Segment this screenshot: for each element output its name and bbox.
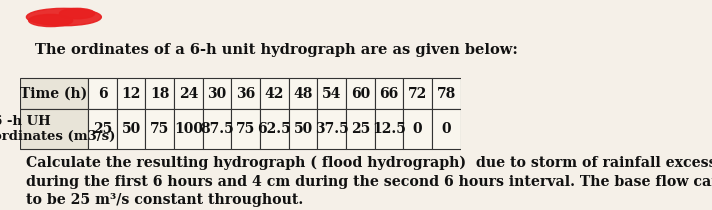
- Text: 0: 0: [413, 122, 422, 136]
- FancyBboxPatch shape: [231, 109, 260, 149]
- FancyBboxPatch shape: [117, 109, 145, 149]
- FancyBboxPatch shape: [403, 78, 432, 109]
- FancyBboxPatch shape: [20, 109, 88, 149]
- Text: 6: 6: [98, 87, 108, 101]
- Text: 75: 75: [150, 122, 169, 136]
- Text: 78: 78: [436, 87, 456, 101]
- FancyBboxPatch shape: [117, 78, 145, 109]
- Text: 12: 12: [122, 87, 141, 101]
- Text: Time (h): Time (h): [21, 87, 88, 101]
- Text: 6 -h UH
ordinates (m3/s): 6 -h UH ordinates (m3/s): [0, 115, 115, 143]
- FancyBboxPatch shape: [403, 109, 432, 149]
- Text: 50: 50: [122, 122, 141, 136]
- FancyBboxPatch shape: [20, 78, 88, 109]
- FancyBboxPatch shape: [145, 109, 174, 149]
- FancyBboxPatch shape: [432, 78, 461, 109]
- FancyBboxPatch shape: [203, 109, 231, 149]
- FancyBboxPatch shape: [260, 109, 288, 149]
- FancyBboxPatch shape: [346, 78, 375, 109]
- FancyBboxPatch shape: [145, 78, 174, 109]
- Ellipse shape: [60, 8, 95, 19]
- Text: The ordinates of a 6-h unit hydrograph are as given below:: The ordinates of a 6-h unit hydrograph a…: [35, 43, 518, 57]
- FancyBboxPatch shape: [288, 78, 318, 109]
- FancyBboxPatch shape: [288, 109, 318, 149]
- Text: 50: 50: [293, 122, 313, 136]
- FancyBboxPatch shape: [318, 78, 346, 109]
- Ellipse shape: [28, 14, 73, 27]
- Text: 54: 54: [322, 87, 341, 101]
- FancyBboxPatch shape: [203, 78, 231, 109]
- Text: 25: 25: [93, 122, 112, 136]
- Text: 66: 66: [379, 87, 399, 101]
- Text: 72: 72: [408, 87, 427, 101]
- Text: 36: 36: [236, 87, 256, 101]
- FancyBboxPatch shape: [375, 109, 403, 149]
- FancyBboxPatch shape: [318, 109, 346, 149]
- Ellipse shape: [26, 8, 101, 26]
- Text: 18: 18: [150, 87, 169, 101]
- FancyBboxPatch shape: [88, 109, 117, 149]
- FancyBboxPatch shape: [174, 109, 203, 149]
- Text: 25: 25: [351, 122, 370, 136]
- Text: 100: 100: [174, 122, 203, 136]
- FancyBboxPatch shape: [432, 109, 461, 149]
- Text: 12.5: 12.5: [372, 122, 406, 136]
- Text: Calculate the resulting hydrograph ( flood hydrograph)  due to storm of rainfall: Calculate the resulting hydrograph ( flo…: [26, 156, 712, 207]
- FancyBboxPatch shape: [375, 78, 403, 109]
- Text: 87.5: 87.5: [200, 122, 234, 136]
- Text: 30: 30: [207, 87, 226, 101]
- Text: 42: 42: [265, 87, 284, 101]
- FancyBboxPatch shape: [174, 78, 203, 109]
- Text: 37.5: 37.5: [315, 122, 349, 136]
- Text: 48: 48: [293, 87, 313, 101]
- Text: 24: 24: [179, 87, 198, 101]
- FancyBboxPatch shape: [260, 78, 288, 109]
- Text: 60: 60: [351, 87, 370, 101]
- Text: 75: 75: [236, 122, 256, 136]
- Text: 0: 0: [441, 122, 451, 136]
- Text: 62.5: 62.5: [258, 122, 291, 136]
- FancyBboxPatch shape: [346, 109, 375, 149]
- FancyBboxPatch shape: [231, 78, 260, 109]
- FancyBboxPatch shape: [88, 78, 117, 109]
